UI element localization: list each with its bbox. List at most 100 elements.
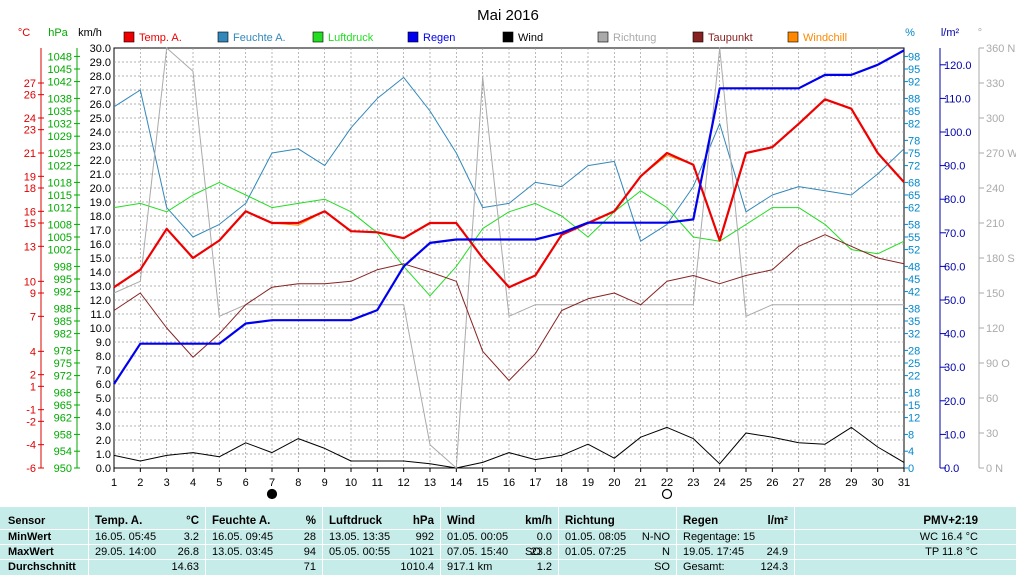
legend-label: Windchill [803,32,847,44]
axis-tick-label: 6.0 [96,379,111,391]
axis-tick-label: 1018 [48,177,72,189]
axis-tick-label: 9 [30,288,36,300]
stats-humidity: Feuchte A. % 16.05. 09:45 28 13.05. 03:4… [206,507,322,575]
axis-tick-label: 38 [908,303,920,315]
axis-tick-label: 120 [986,323,1004,335]
axis-tick-label: 75 [908,148,920,160]
x-tick-label: 6 [243,477,249,489]
x-tick-label: 7 [269,477,275,489]
pressure-min-time: 13.05. 13:35 [329,531,391,543]
stats-direction: Richtung 01.05. 08:05 N-NO 01.05. 07:25 … [559,507,676,575]
axis-tick-label: 1008 [48,219,72,231]
axis-tick-label: 330 [986,78,1004,90]
temp-min-time: 16.05. 05:45 [95,531,157,543]
wind-distance: 917.1 km [447,561,493,573]
pressure-min-value: 992 [415,531,434,543]
axis-tick-label: 22 [908,371,920,383]
humidity-unit: % [305,515,316,527]
axis-tick-label: 30 [986,428,998,440]
axis-tick-label: 17.0 [90,225,111,237]
axis-tick-label: 28.0 [90,71,111,83]
axis-tick-label: 26.0 [90,99,111,111]
axis-tick-label: 0 N [986,463,1003,475]
x-tick-label: 12 [398,477,410,489]
axis-tick-label: 992 [54,287,72,299]
direction-min-value: N-NO [641,531,670,543]
x-tick-label: 29 [845,477,857,489]
humidity-max-time: 13.05. 03:45 [212,546,274,558]
x-tick-label: 21 [635,477,647,489]
legend-swatch [312,31,324,43]
legend-label: Richtung [613,32,656,44]
statistics-panel: Sensor MinWert MaxWert Durchschnitt Temp… [0,507,1016,575]
chart-title: Mai 2016 [477,7,539,24]
axis-tick-label: 18 [908,387,920,399]
humidity-title: Feuchte A. [212,515,271,527]
axis-tick-label: 70.0 [944,228,965,240]
axis-tick-label: 95 [908,64,920,76]
axis-tick-label: 2.0 [96,435,111,447]
axis-tick-label: 82 [908,119,920,131]
axis-tick-label: 962 [54,413,72,425]
axis-tick-label: 88 [908,93,920,105]
axis-tick-label: 0 [908,463,914,475]
axis-tick-label: 110.0 [944,93,971,105]
x-tick-label: 31 [898,477,910,489]
humidity-average: 71 [303,561,316,573]
axis-tick-label: 90.0 [944,161,965,173]
x-tick-label: 2 [137,477,143,489]
x-tick-label: 27 [793,477,805,489]
pmv-windchill: WC 16.4 °C [919,531,978,543]
axis-tick-label: 24.0 [90,127,111,139]
axis-tick-label: 7 [30,311,36,323]
legend-swatch [597,31,609,43]
full-moon-icon [661,488,673,500]
series-line [113,181,905,297]
wind-max-time: 07.05. 15:40 [447,546,509,558]
humidity-min-value: 28 [303,531,316,543]
legend-label: Luftdruck [328,32,374,44]
legend-swatch [123,31,135,43]
stats-pressure: Luftdruck hPa 13.05. 13:35 992 05.05. 00… [323,507,440,575]
series-line [113,98,905,289]
axis-tick-label: 10.0 [90,323,111,335]
axis-tick-label: 995 [54,274,72,286]
axis-tick-label: 25 [908,358,920,370]
direction-average: SO [654,561,670,573]
axis-tick-label: 27 [24,78,36,90]
axis-tick-label: 24 [24,113,36,125]
wind-title: Wind [447,515,475,527]
new-moon-icon [266,488,278,500]
axis-tick-label: 23.0 [90,141,111,153]
axis-tick-label: 55 [908,232,920,244]
axis-unit-label: °C [18,27,30,39]
axis-tick-label: 2 [30,370,36,382]
axis-tick-label: 22.0 [90,155,111,167]
axis-unit-label: l/m² [941,27,960,39]
wind-max-value: 23.8 [530,546,552,558]
axis-tick-label: 11.0 [90,309,111,321]
x-tick-label: 10 [345,477,357,489]
axis-tick-label: 65 [908,190,920,202]
x-tick-label: 3 [164,477,170,489]
axis-unit-label: hPa [48,27,68,39]
axis-tick-label: 30.0 [944,362,965,374]
axis-tick-label: 15 [24,218,36,230]
maxwert-label: MaxWert [8,546,54,558]
x-tick-label: 15 [477,477,489,489]
temp-unit: °C [186,515,199,527]
rain-title: Regen [683,515,719,527]
axis-tick-label: 150 [986,288,1004,300]
axis-tick-label: 998 [54,261,72,273]
direction-max-value: N [662,546,670,558]
rain-unit: l/m² [767,515,788,527]
x-tick-label: 17 [529,477,541,489]
legend-swatch [407,31,419,43]
axis-tick-label: 10 [24,276,36,288]
axis-unit-label: % [905,27,915,39]
axis-tick-label: 45 [908,274,920,286]
axis-tick-label: 13.0 [90,281,111,293]
x-tick-label: 20 [608,477,620,489]
axis-tick-label: 1.0 [96,449,111,461]
axis-tick-label: 10.0 [944,429,965,441]
